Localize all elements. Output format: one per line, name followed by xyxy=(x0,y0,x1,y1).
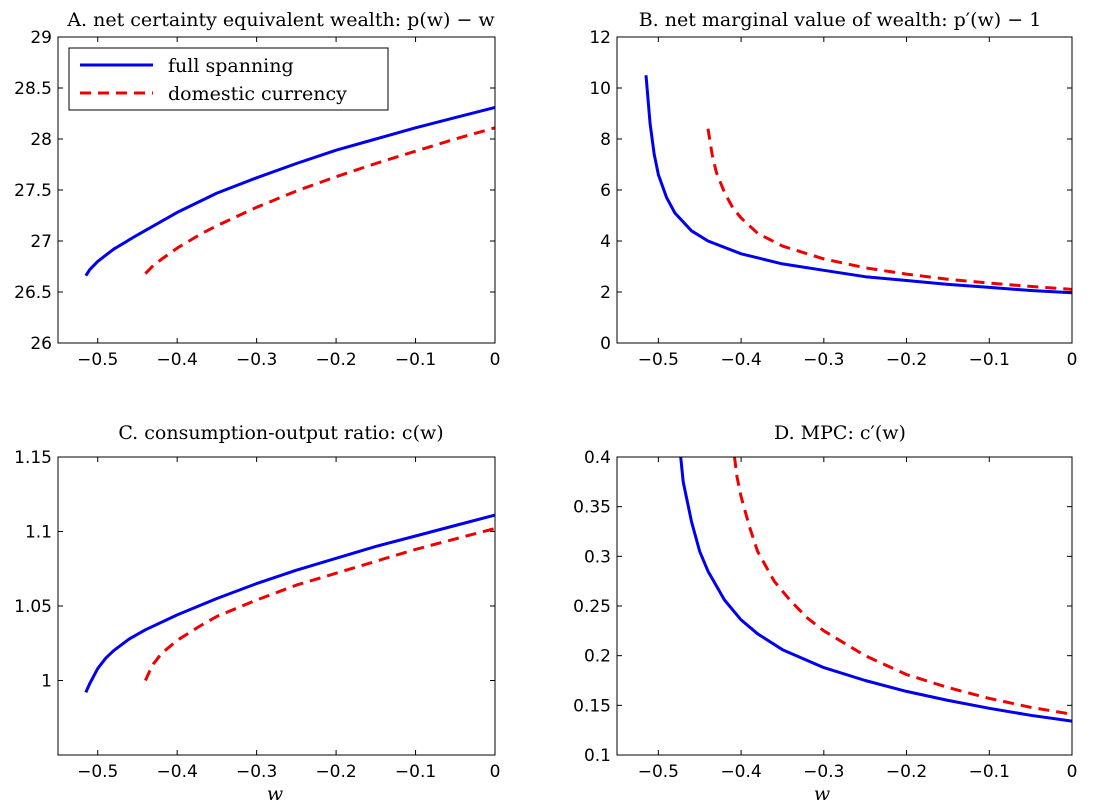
x-tick-label: −0.5 xyxy=(77,350,118,370)
x-tick-label: −0.4 xyxy=(720,350,761,370)
y-tick-label: 10 xyxy=(589,79,611,99)
y-tick-label: 0.35 xyxy=(573,498,611,518)
x-tick-label: −0.1 xyxy=(969,762,1010,782)
panel-c-plot: −0.5 −0.4 −0.3 −0.2 −0.1 0 1 1.05 1.1 1.15 xyxy=(14,448,500,782)
panel-c: C. consumption-output ratio: c(w) −0.5 −0… xyxy=(14,422,500,805)
y-tick-label: 26 xyxy=(30,334,52,354)
x-tick-label: −0.3 xyxy=(803,762,844,782)
y-tick-label: 1 xyxy=(41,672,52,692)
x-tick-label: −0.2 xyxy=(886,762,927,782)
y-tick-label: 6 xyxy=(600,181,611,201)
y-tick-label: 27 xyxy=(30,232,52,252)
y-tick-label: 0.15 xyxy=(573,696,611,716)
y-tick-label: 8 xyxy=(600,130,611,150)
series-line-full-spanning xyxy=(679,457,1072,723)
series-line-full-spanning xyxy=(84,105,495,277)
x-tick-label: −0.3 xyxy=(803,350,844,370)
x-tick-label: −0.5 xyxy=(638,762,679,782)
series-line-domestic-currency xyxy=(144,527,495,682)
x-tick-label: −0.1 xyxy=(395,762,436,782)
y-tick-label: 0.4 xyxy=(584,448,611,468)
y-tick-label: 1.1 xyxy=(25,523,52,543)
y-tick-label: 0.1 xyxy=(584,746,611,766)
x-tick-label: −0.4 xyxy=(720,762,761,782)
y-tick-label: 0.3 xyxy=(584,547,611,567)
y-tick-label: 2 xyxy=(600,283,611,303)
panel-a-title: A. net certainty equivalent wealth: p(w)… xyxy=(66,9,495,31)
panel-d-title: D. MPC: c′(w) xyxy=(774,422,906,444)
x-tick-label: −0.1 xyxy=(395,350,436,370)
y-tick-label: 28.5 xyxy=(14,79,52,99)
panel-b-plot: −0.5 −0.4 −0.3 −0.2 −0.1 0 0 2 4 6 8 10 12 xyxy=(589,28,1077,370)
series-line-full-spanning xyxy=(84,513,495,694)
panel-a-plot: −0.5 −0.4 −0.3 −0.2 −0.1 0 26 26.5 27 27.5 28 28.5 2… xyxy=(14,28,500,370)
y-tick-label: 0.25 xyxy=(573,597,611,617)
y-tick-label: 27.5 xyxy=(14,181,52,201)
panel-c-title: C. consumption-output ratio: c(w) xyxy=(118,422,443,444)
panel-d-plot: −0.5 −0.4 −0.3 −0.2 −0.1 0 0.1 0.15 0.2 0.25 0.3 0.… xyxy=(573,448,1077,782)
y-tick-label: 26.5 xyxy=(14,283,52,303)
series-line-full-spanning xyxy=(644,75,1072,295)
y-tick-label: 4 xyxy=(600,232,611,252)
plot-frame xyxy=(616,36,1073,344)
x-tick-label: 0 xyxy=(490,350,501,370)
panel-b: B. net marginal value of wealth: p′(w) −… xyxy=(589,9,1077,370)
y-tick-label: 29 xyxy=(30,28,52,48)
series-line-domestic-currency xyxy=(706,128,1072,291)
x-tick-label: −0.3 xyxy=(236,762,277,782)
y-tick-label: 1.15 xyxy=(14,448,52,468)
x-tick-label: −0.4 xyxy=(157,762,198,782)
x-tick-label: −0.2 xyxy=(886,350,927,370)
x-tick-label: 0 xyxy=(1067,350,1078,370)
x-tick-label: 0 xyxy=(490,762,501,782)
x-tick-label: −0.4 xyxy=(157,350,198,370)
y-tick-label: 12 xyxy=(589,28,611,48)
panel-b-title: B. net marginal value of wealth: p′(w) −… xyxy=(639,9,1042,31)
legend-box xyxy=(68,47,389,111)
x-tick-label: −0.5 xyxy=(77,762,118,782)
legend-label-domestic-currency: domestic currency xyxy=(168,83,347,105)
panel-d-xlabel: w xyxy=(814,783,830,805)
panel-d: D. MPC: c′(w) −0.5 −0.4 −0.3 −0.2 −0.1 0 0.1 0.… xyxy=(573,422,1077,805)
x-tick-label: −0.2 xyxy=(315,762,356,782)
y-tick-label: 0 xyxy=(600,334,611,354)
y-tick-label: 28 xyxy=(30,130,52,150)
plot-frame xyxy=(57,456,496,756)
series-line-domestic-currency xyxy=(144,126,495,275)
x-tick-label: −0.5 xyxy=(638,350,679,370)
y-tick-label: 1.05 xyxy=(14,597,52,617)
series-line-domestic-currency xyxy=(733,457,1072,716)
y-tick-label: 0.2 xyxy=(584,647,611,667)
x-tick-label: 0 xyxy=(1067,762,1078,782)
x-tick-label: −0.3 xyxy=(236,350,277,370)
x-tick-label: −0.1 xyxy=(969,350,1010,370)
panel-a: A. net certainty equivalent wealth: p(w)… xyxy=(14,9,500,370)
legend-label-full-spanning: full spanning xyxy=(168,55,294,77)
panel-a-legend: full spanning domestic currency xyxy=(68,47,389,111)
x-tick-label: −0.2 xyxy=(315,350,356,370)
panel-c-xlabel: w xyxy=(267,783,283,805)
